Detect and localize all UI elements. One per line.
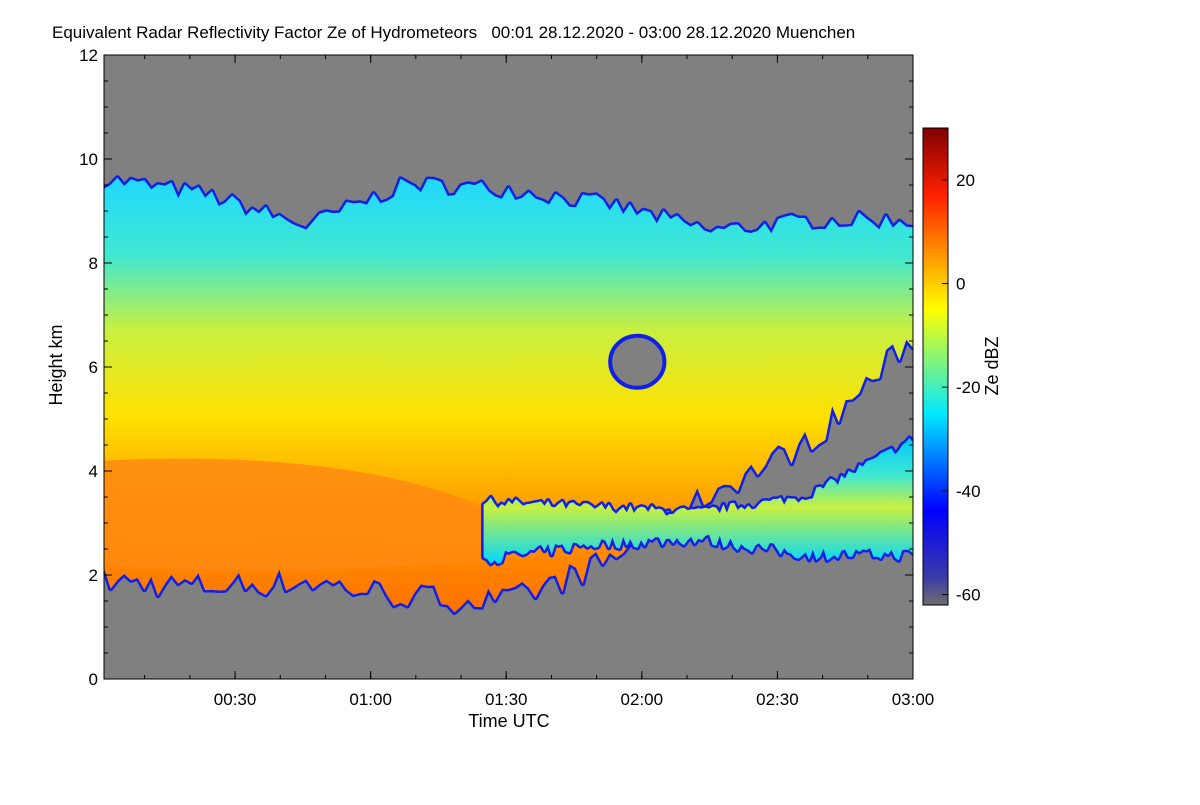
cloud-hole [608, 333, 667, 390]
y-tick-label: 6 [89, 358, 98, 377]
chart-title: Equivalent Radar Reflectivity Factor Ze … [52, 23, 855, 42]
x-axis: 00:30 01:00 01:30 02:00 02:30 03:00 [144, 55, 935, 709]
y-tick-label: 4 [89, 462, 98, 481]
x-tick-label: 01:30 [485, 690, 528, 709]
y-axis-label: Height km [46, 324, 66, 405]
colorbar-tick-label: -20 [956, 378, 981, 397]
x-tick-label: 00:30 [214, 690, 257, 709]
lower-layer-echo [483, 437, 913, 564]
y-axis: 0 2 4 6 8 10 12 [79, 46, 913, 689]
y-tick-label: 0 [89, 670, 98, 689]
colorbar: 20 0 -20 -40 -60 Ze dBZ [922, 127, 1002, 606]
y-tick-label: 8 [89, 254, 98, 273]
colorbar-label: Ze dBZ [982, 336, 1002, 395]
colorbar-tick-label: 20 [956, 171, 975, 190]
y-tick-label: 2 [89, 566, 98, 585]
x-tick-label: 03:00 [892, 690, 935, 709]
plot-area [104, 55, 913, 679]
x-tick-label: 01:00 [349, 690, 392, 709]
colorbar-tick-label: 0 [956, 275, 965, 294]
strongest-echo-layer [104, 458, 539, 570]
y-tick-label: 10 [79, 150, 98, 169]
colorbar-tick-label: -60 [956, 586, 981, 605]
x-axis-label: Time UTC [468, 711, 549, 731]
x-tick-label: 02:30 [756, 690, 799, 709]
x-tick-label: 02:00 [621, 690, 664, 709]
y-tick-label: 12 [79, 46, 98, 65]
colorbar-scale [922, 127, 949, 606]
colorbar-ticks: 20 0 -20 -40 -60 [942, 171, 981, 605]
colorbar-tick-label: -40 [956, 482, 981, 501]
